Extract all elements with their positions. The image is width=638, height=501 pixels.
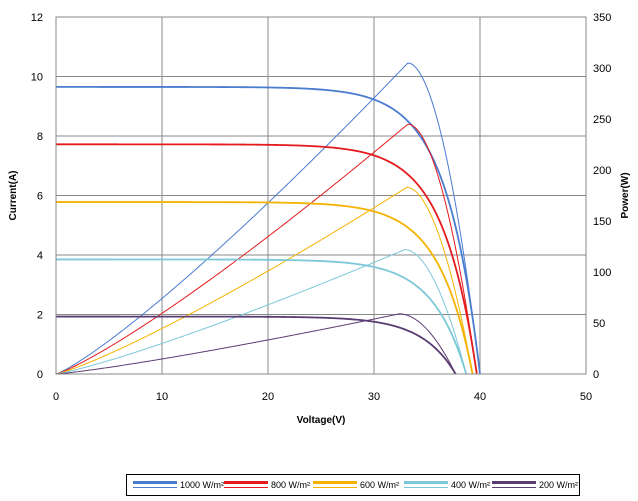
y2-tick-label: 150 <box>593 216 611 228</box>
pv-curve <box>55 186 474 375</box>
legend-label: 400 W/m² <box>451 480 491 490</box>
x-tick-label: 40 <box>474 391 486 403</box>
y-axis-title: Current(A) <box>8 171 19 221</box>
y2-tick-label: 200 <box>593 165 611 177</box>
pv-curve <box>55 249 467 375</box>
y2-tick-label: 100 <box>593 267 611 279</box>
x-tick-label: 30 <box>368 391 380 403</box>
iv-curve <box>56 86 481 375</box>
y-tick-label: 0 <box>37 369 43 381</box>
pv-characteristics-chart: 0 10 20 30 40 5002468101205010015020025030035… <box>8 12 631 426</box>
iv-curve <box>56 143 478 375</box>
y-tick-label: 2 <box>37 310 43 322</box>
iv-curve <box>56 315 457 375</box>
y2-tick-label: 300 <box>593 63 611 75</box>
legend-swatch <box>404 481 448 489</box>
legend-swatch <box>133 481 177 489</box>
y2-axis-title: Power(W) <box>620 172 631 218</box>
y-tick-label: 8 <box>37 131 43 143</box>
legend-item: 200 W/m² <box>492 475 578 495</box>
legend-item: 1000 W/m² <box>133 475 224 495</box>
legend-label: 800 W/m² <box>271 480 311 490</box>
legend-swatch <box>313 481 357 489</box>
x-tick-label: 20 <box>262 391 274 403</box>
y2-tick-label: 50 <box>593 318 605 330</box>
iv-curve <box>55 201 474 375</box>
x-tick-label: 0 <box>53 391 59 403</box>
y-tick-label: 10 <box>31 72 43 84</box>
y2-tick-label: 250 <box>593 114 611 126</box>
legend-item: 400 W/m² <box>404 475 490 495</box>
y-tick-label: 4 <box>37 250 43 262</box>
x-axis-title: Voltage(V) <box>297 415 346 426</box>
legend-item: 600 W/m² <box>313 475 399 495</box>
curves <box>55 62 481 375</box>
y-tick-label: 6 <box>37 191 43 203</box>
legend-label: 600 W/m² <box>360 480 400 490</box>
iv-curve <box>56 258 468 375</box>
y-tick-label: 12 <box>31 12 43 24</box>
pv-curve <box>55 123 478 375</box>
plot-frame <box>55 16 587 375</box>
legend-label: 200 W/m² <box>539 480 579 490</box>
y2-tick-label: 0 <box>593 369 599 381</box>
x-tick-label: 10 <box>156 391 168 403</box>
legend-label: 1000 W/m² <box>180 480 225 490</box>
legend-item: 800 W/m² <box>224 475 310 495</box>
legend-swatch <box>224 481 268 489</box>
legend-swatch <box>492 481 536 489</box>
tick-labels: 0 10 20 30 40 5002468101205010015020025030035… <box>31 12 612 403</box>
pv-curve <box>55 313 457 375</box>
legend: 1000 W/m² 800 W/m² 600 W/m² 400 W/m² 200 W/m… <box>126 474 580 496</box>
y2-tick-label: 350 <box>593 12 611 24</box>
x-tick-label: 50 <box>580 391 592 403</box>
